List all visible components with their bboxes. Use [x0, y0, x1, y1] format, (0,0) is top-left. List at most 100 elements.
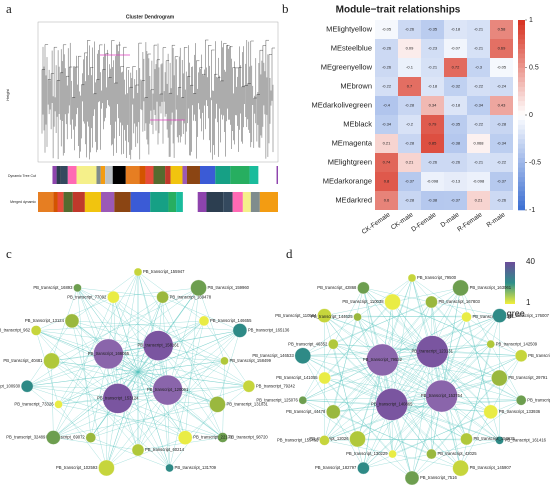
hub-label: PB_transcript_153124	[97, 396, 139, 401]
node	[319, 435, 330, 446]
node	[242, 380, 256, 393]
cell-label: 0.69	[498, 46, 507, 51]
network: PB_transcript_79500 PB_transcript_167803 P…	[252, 273, 550, 486]
node	[486, 340, 495, 349]
heat-cell	[490, 172, 513, 191]
heat-cell	[421, 153, 444, 172]
colorbar-step	[518, 195, 525, 201]
node-label: PB_transcript_131709	[175, 465, 217, 470]
node	[43, 352, 60, 370]
heat-cell	[421, 39, 444, 58]
node-label: PB_transcript_133936	[499, 409, 541, 414]
cell-label: -0.05	[382, 27, 392, 32]
colorbar-step	[518, 191, 525, 197]
cell-label: -0.28	[405, 103, 415, 108]
cell-label: -0.22	[474, 122, 484, 127]
module-color	[67, 166, 77, 184]
colorbar-step	[518, 200, 525, 206]
module-color	[223, 192, 233, 212]
heat-cell	[444, 58, 467, 77]
module-color	[197, 192, 207, 212]
colorbar-step	[518, 43, 525, 49]
module-color	[168, 192, 177, 212]
colorbar-step	[518, 157, 525, 163]
cell-label: 0.72	[452, 65, 461, 70]
row-label: MEbrown	[340, 81, 372, 90]
cell-label: -0.22	[382, 84, 392, 89]
cell-label: -0.38	[428, 198, 438, 203]
module-color	[100, 166, 106, 184]
module-color	[259, 192, 278, 212]
heat-cell	[490, 134, 513, 153]
hub-node	[152, 374, 183, 406]
node-label: PB_transcript_155947	[143, 269, 185, 274]
colorbar-step	[518, 143, 525, 149]
node-label: PB_transcript_7516	[420, 475, 457, 480]
cell-label: -0.1	[406, 65, 414, 70]
cell-label: 0.7	[407, 84, 413, 89]
heat-cell	[467, 58, 490, 77]
heat-cell	[421, 20, 444, 39]
node-label: PB_transcript_73326	[14, 402, 54, 407]
node	[357, 281, 370, 295]
node-label: PB_transcript_141055	[276, 375, 318, 380]
heat-cell	[467, 134, 490, 153]
hub-label: PB_transcript_123131	[412, 349, 454, 354]
node-label: PB_transcript_962	[0, 328, 31, 333]
heat-cell	[490, 58, 513, 77]
cell-label: 0.21	[475, 198, 484, 203]
node	[328, 339, 339, 350]
module-color	[38, 192, 54, 212]
node	[460, 432, 473, 446]
heat-cell	[444, 134, 467, 153]
cell-label: -0.34	[382, 122, 392, 127]
node	[85, 432, 96, 443]
module-color	[101, 192, 115, 212]
node-label: PB_transcript_79500	[417, 275, 457, 280]
cell-label: -0.098	[473, 179, 485, 184]
node	[217, 432, 228, 443]
hub-node	[366, 343, 399, 377]
colorbar-step	[518, 148, 525, 154]
module-color	[76, 166, 97, 184]
module-color	[182, 192, 198, 212]
node	[98, 459, 115, 477]
node	[515, 349, 528, 362]
dendrogram-title: Cluster Dendrogram	[126, 14, 175, 20]
cell-label: 0.8	[384, 179, 390, 184]
node	[425, 295, 438, 309]
node-label: PB_transcript_159465	[277, 437, 319, 442]
node	[491, 369, 508, 387]
colorbar-step	[518, 153, 525, 159]
heat-cell	[490, 115, 513, 134]
module-color	[276, 166, 278, 184]
node	[318, 371, 331, 385]
cell-label: -0.28	[405, 141, 415, 146]
colorbar-step	[518, 134, 525, 140]
node-label: PB_transcript_79242	[256, 383, 296, 388]
module-color	[215, 166, 231, 184]
node-label: PB_transcript_182797	[315, 465, 357, 470]
colorbar-step	[518, 100, 525, 106]
node	[516, 395, 527, 406]
hub-node	[375, 388, 408, 421]
node-label: PB_transcript_40481	[3, 358, 43, 363]
cell-label: -0.37	[497, 179, 507, 184]
cell-label: -0.26	[382, 46, 392, 51]
cell-label: -0.18	[451, 103, 461, 108]
colorbar-step	[518, 91, 525, 97]
cell-label: -0.18	[428, 84, 438, 89]
cell-label: 0.43	[498, 103, 507, 108]
node	[198, 315, 210, 327]
node-label: PB_transcript_60214	[145, 447, 185, 452]
node-label: PB_transcript_159960	[208, 285, 250, 290]
cell-label: -0.21	[428, 65, 438, 70]
node	[349, 430, 366, 448]
node	[294, 347, 311, 364]
node-label: PB_transcript_165136	[248, 328, 290, 333]
heat-cell	[490, 20, 513, 39]
cell-label: -0.24	[497, 84, 507, 89]
colorbar-step	[518, 110, 525, 116]
heat-cell	[467, 39, 490, 58]
module-color	[232, 192, 243, 212]
